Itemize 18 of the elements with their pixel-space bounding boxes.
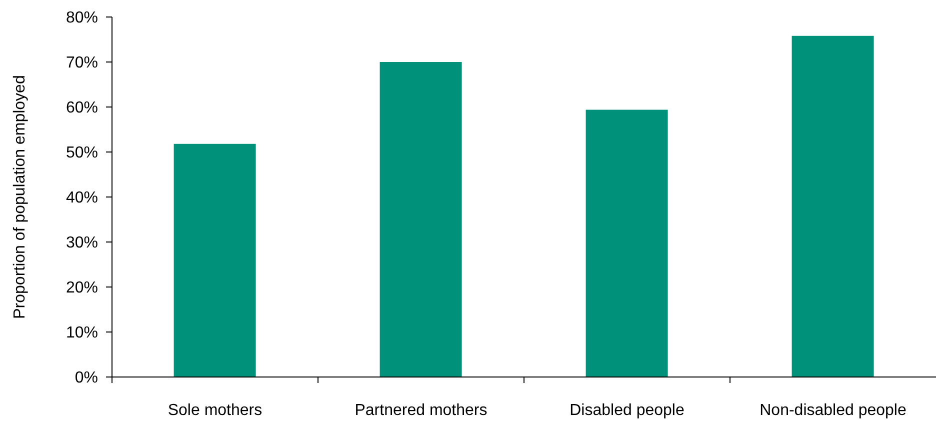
- y-tick-label: 80%: [66, 10, 98, 27]
- y-tick-label: 40%: [66, 190, 98, 207]
- y-tick-label: 10%: [66, 324, 98, 342]
- y-tick-label: 20%: [66, 280, 98, 297]
- x-tick-label: Non-disabled people: [760, 402, 906, 419]
- bar: [586, 110, 668, 377]
- y-axis-title: Proportion of population employed: [12, 75, 28, 319]
- y-tick-label: 0%: [74, 370, 98, 387]
- y-tick-label: 30%: [66, 234, 98, 252]
- bar: [380, 62, 462, 377]
- bar: [174, 144, 256, 377]
- y-tick-label: 70%: [66, 54, 98, 72]
- bar: [792, 36, 874, 377]
- x-tick-label: Disabled people: [570, 402, 684, 419]
- y-tick-label: 50%: [66, 144, 98, 162]
- y-tick-label: 60%: [66, 100, 98, 117]
- x-tick-label: Sole mothers: [168, 402, 262, 419]
- x-tick-label: Partnered mothers: [354, 402, 488, 419]
